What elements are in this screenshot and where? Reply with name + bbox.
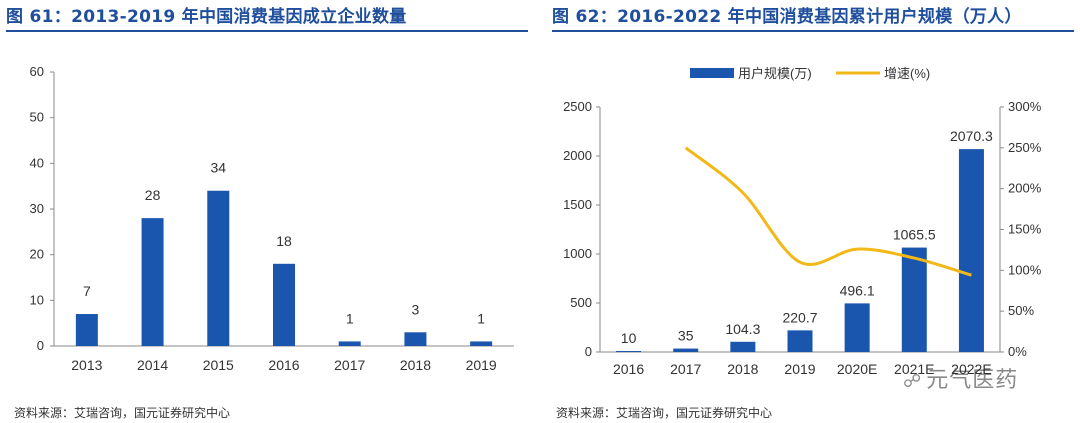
y2-tick-label: 150% (1008, 222, 1042, 237)
bar-value-label: 3 (412, 301, 420, 317)
bar (470, 341, 493, 346)
bar (958, 149, 984, 352)
bar (844, 303, 870, 352)
x-tick-label: 2017 (670, 361, 701, 377)
y2-tick-label: 300% (1008, 99, 1042, 114)
y-tick-label: 500 (570, 295, 592, 310)
bar-value-label: 18 (276, 233, 292, 249)
left-source-note: 资料来源：艾瑞咨询，国元证券研究中心 (14, 406, 231, 420)
watermark-text: 元气医药 (926, 368, 1019, 393)
user-scale-combo-chart: 用户规模(万) 增速(%) 0 500 1000 1500 2000 2500 0% 50% 100… (563, 66, 1042, 377)
bar (273, 263, 295, 346)
x-tick-label: 2022E (951, 361, 991, 377)
bar (207, 190, 230, 346)
x-tick-label: 2018 (727, 361, 758, 377)
bar-value-label: 7 (83, 283, 91, 299)
y2-tick-label: 250% (1008, 140, 1042, 155)
y-tick-label: 10 (30, 292, 44, 307)
bar (787, 330, 813, 352)
left-chart-title: 图 61：2013-2019 年中国消费基因成立企业数量 (6, 7, 407, 27)
legend-line-label: 增速(%) (884, 66, 930, 81)
x-tick-label: 2016 (613, 361, 644, 377)
x-tick-label: 2021E (894, 361, 934, 377)
bar (730, 341, 756, 352)
y-tick-label: 0 (37, 338, 44, 353)
x-tick-label: 2013 (71, 357, 102, 373)
bar-value-label: 10 (621, 330, 637, 346)
y-tick-label: 1000 (563, 246, 592, 261)
bar-value-label: 35 (678, 328, 694, 344)
y-tick-label: 20 (30, 247, 44, 262)
y-tick-label: 40 (30, 155, 44, 170)
x-tick-label: 2016 (268, 357, 299, 373)
bar (404, 332, 427, 346)
y-tick-label: 2000 (563, 148, 592, 163)
legend-bar-swatch (690, 68, 734, 78)
x-tick-label: 2020E (837, 361, 877, 377)
legend-bar-label: 用户规模(万) (738, 66, 812, 81)
bar (673, 348, 699, 352)
bar (338, 341, 361, 346)
bar-value-label: 496.1 (840, 282, 875, 298)
bar-value-label: 2070.3 (950, 128, 993, 144)
right-chart-title: 图 62：2016-2022 年中国消费基因累计用户规模（万人） (552, 7, 1022, 27)
x-tick-label: 2019 (466, 357, 497, 373)
bar-value-label: 1 (477, 310, 485, 326)
y2-tick-label: 50% (1008, 303, 1034, 318)
bar (75, 314, 98, 346)
y2-tick-label: 0% (1008, 344, 1027, 359)
wechat-icon: ☍ (903, 371, 923, 392)
growth-rate-line (684, 146, 972, 277)
bar-value-label: 1065.5 (893, 227, 936, 243)
y-tick-label: 30 (30, 201, 44, 216)
y2-tick-label: 100% (1008, 262, 1042, 277)
y-tick-label: 50 (30, 110, 44, 125)
bar-value-label: 34 (210, 160, 226, 176)
x-tick-label: 2014 (137, 357, 168, 373)
x-tick-label: 2018 (400, 357, 431, 373)
bar (616, 351, 642, 353)
bar-value-label: 28 (145, 187, 161, 203)
y-tick-label: 1500 (563, 197, 592, 212)
left-title-rule (6, 30, 528, 32)
right-source-note: 资料来源：艾瑞咨询，国元证券研究中心 (556, 406, 773, 420)
x-tick-label: 2015 (203, 357, 234, 373)
bar (901, 247, 927, 352)
y-tick-label: 2500 (563, 99, 592, 114)
right-title-rule (552, 30, 1074, 32)
company-count-bar-chart: 0 10 20 30 40 50 60 7 2013 28 2014 34 2015 18 2016 1 201… (30, 64, 514, 373)
y-tick-label: 60 (30, 64, 44, 79)
bar-value-label: 1 (346, 310, 354, 326)
y2-tick-label: 200% (1008, 181, 1042, 196)
y-tick-label: 0 (585, 344, 592, 359)
bar-value-label: 104.3 (725, 321, 760, 337)
x-tick-label: 2017 (334, 357, 365, 373)
bar-value-label: 220.7 (782, 309, 817, 325)
bar (141, 218, 164, 346)
watermark: ☍ 元气医药 (903, 362, 1018, 394)
x-tick-label: 2019 (784, 361, 815, 377)
